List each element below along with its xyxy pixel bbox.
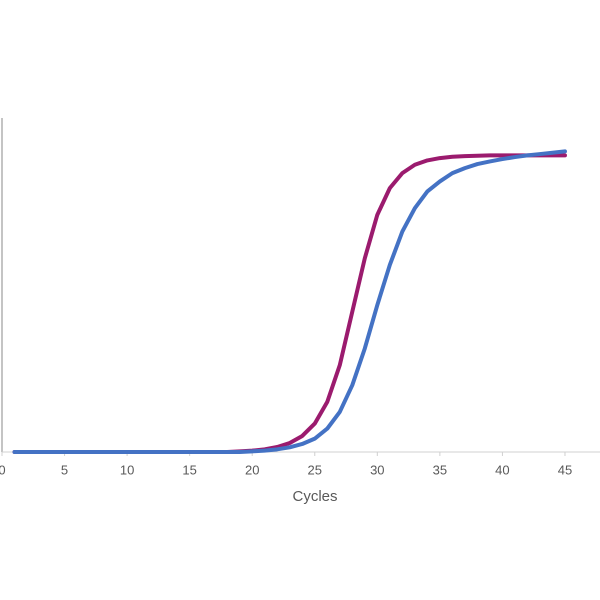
x-axis-label: Cycles: [292, 488, 337, 505]
x-tick-label: 0: [0, 462, 6, 477]
x-tick-label: 25: [308, 462, 322, 477]
x-tick-label: 40: [495, 462, 509, 477]
x-tick-label: 20: [245, 462, 259, 477]
x-tick-label: 5: [61, 462, 68, 477]
x-tick-label: 30: [370, 462, 384, 477]
x-tick-label: 35: [433, 462, 447, 477]
x-tick-label: 15: [182, 462, 196, 477]
x-tick-label: 45: [558, 462, 572, 477]
x-tick-label: 10: [120, 462, 134, 477]
series-line: [12, 153, 567, 454]
series-line: [12, 149, 567, 454]
